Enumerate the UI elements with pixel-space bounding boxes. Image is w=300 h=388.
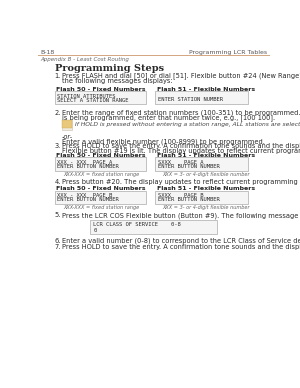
Text: LCR CLASS OF SERVICE    0-8: LCR CLASS OF SERVICE 0-8 <box>93 222 181 227</box>
Text: ENTER STATION NUMBER: ENTER STATION NUMBER <box>158 97 223 102</box>
Text: 6.: 6. <box>55 237 61 244</box>
FancyBboxPatch shape <box>38 55 270 56</box>
Text: STATION ATTRIBUTES: STATION ATTRIBUTES <box>57 94 116 99</box>
Text: Flash 50 - Fixed Numbers: Flash 50 - Fixed Numbers <box>56 153 146 158</box>
Text: Flexible button #19 is lit. The display updates to reflect current programming f: Flexible button #19 is lit. The display … <box>61 148 300 154</box>
Text: If HOLD is pressed without entering a station range, ALL stations are selected.: If HOLD is pressed without entering a st… <box>76 122 300 127</box>
Text: 5.: 5. <box>55 212 61 218</box>
Text: SELECT A STATION RANGE: SELECT A STATION RANGE <box>57 98 128 103</box>
FancyBboxPatch shape <box>155 158 248 171</box>
Text: ENTER BUTTON NUMBER: ENTER BUTTON NUMBER <box>158 197 219 203</box>
Text: 2.: 2. <box>55 110 61 116</box>
Text: SXXX    PAGE B: SXXX PAGE B <box>158 193 203 198</box>
Text: Flash 50 - Fixed Numbers: Flash 50 - Fixed Numbers <box>56 87 146 92</box>
Text: 0: 0 <box>93 227 97 232</box>
Text: ENTER BUTTON NUMBER: ENTER BUTTON NUMBER <box>57 197 118 203</box>
Text: Programming Steps: Programming Steps <box>55 64 164 73</box>
Text: B-18: B-18 <box>40 50 55 55</box>
Text: 3.: 3. <box>55 143 61 149</box>
FancyBboxPatch shape <box>155 91 248 104</box>
Text: Enter a valid flexible number (100-8999) to be programmed.: Enter a valid flexible number (100-8999)… <box>61 139 264 146</box>
Text: ENTER BUTTON NUMBER: ENTER BUTTON NUMBER <box>158 165 219 170</box>
FancyBboxPatch shape <box>55 158 146 171</box>
Text: SXXX    PAGE A: SXXX PAGE A <box>158 160 203 165</box>
Text: 1.: 1. <box>55 73 61 79</box>
Text: Flash 50 - Fixed Numbers: Flash 50 - Fixed Numbers <box>56 186 146 191</box>
Text: Enter a valid number (0-8) to correspond to the LCR Class of Service desired.: Enter a valid number (0-8) to correspond… <box>61 237 300 244</box>
FancyBboxPatch shape <box>55 91 146 104</box>
Text: Appendix B - Least Cost Routing: Appendix B - Least Cost Routing <box>40 57 130 62</box>
Text: 7.: 7. <box>55 244 61 250</box>
Text: Press HOLD to save the entry. A confirmation tone sounds and the display updates: Press HOLD to save the entry. A confirma… <box>61 244 300 250</box>
FancyBboxPatch shape <box>90 220 217 234</box>
Text: Flash 51 - Flexible Numbers: Flash 51 - Flexible Numbers <box>158 87 256 92</box>
Text: XXX - XXX  PAGE A: XXX - XXX PAGE A <box>57 160 112 165</box>
Text: Press HOLD to save the entry. A confirmation tone sounds and the display updates: Press HOLD to save the entry. A confirma… <box>61 143 300 149</box>
Text: XXX = 3- or 4-digit flexible number: XXX = 3- or 4-digit flexible number <box>163 172 250 177</box>
FancyBboxPatch shape <box>55 191 146 204</box>
Text: the following messages displays:: the following messages displays: <box>61 78 172 84</box>
Text: Flash 51 - Flexible Numbers: Flash 51 - Flexible Numbers <box>158 153 256 158</box>
FancyBboxPatch shape <box>155 191 248 204</box>
Text: Programming LCR Tables: Programming LCR Tables <box>189 50 267 55</box>
Text: XXX = 3- or 4-digit flexible number: XXX = 3- or 4-digit flexible number <box>163 205 250 210</box>
Text: 4.: 4. <box>55 179 61 185</box>
Text: -or-: -or- <box>61 133 73 140</box>
FancyBboxPatch shape <box>61 120 72 130</box>
FancyBboxPatch shape <box>62 121 72 128</box>
Text: Enter the range of fixed station numbers (100-351) to be programmed. If only one: Enter the range of fixed station numbers… <box>61 110 300 116</box>
Text: Press button #20. The display updates to reflect current programming for Page B.: Press button #20. The display updates to… <box>61 179 300 185</box>
Text: Press FLASH and dial [50] or dial [51]. Flexible button #24 (New Range) is lit a: Press FLASH and dial [50] or dial [51]. … <box>61 73 300 80</box>
Text: is being programmed, enter that number twice, e.g., [100 100].: is being programmed, enter that number t… <box>61 115 275 121</box>
Text: ENTER BUTTON NUMBER: ENTER BUTTON NUMBER <box>57 165 118 170</box>
Text: XXX-XXX = fixed station range: XXX-XXX = fixed station range <box>63 172 139 177</box>
Text: Press the LCR COS Flexible button (Button #9). The following message displays:: Press the LCR COS Flexible button (Butto… <box>61 212 300 218</box>
Text: Flash 51 - Flexible Numbers: Flash 51 - Flexible Numbers <box>158 186 256 191</box>
Text: XXX - XXX  PAGE B: XXX - XXX PAGE B <box>57 193 112 198</box>
Text: XXX-XXX = fixed station range: XXX-XXX = fixed station range <box>63 205 139 210</box>
